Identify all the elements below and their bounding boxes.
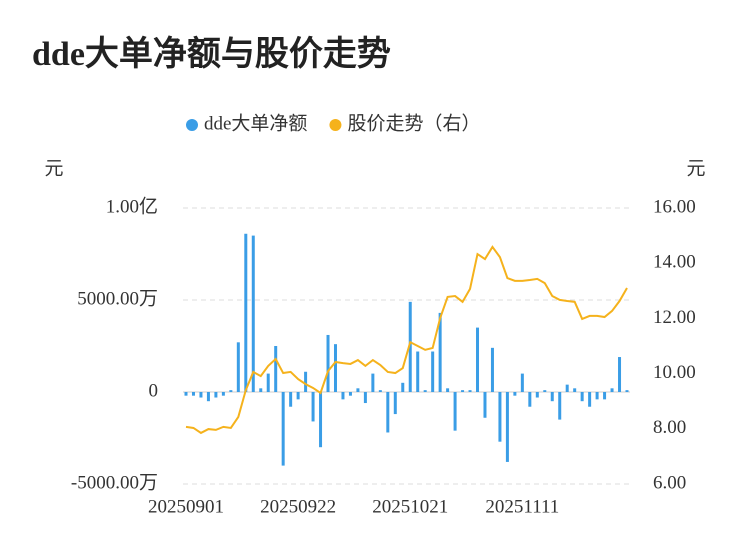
y2-tick-label: 12.00 — [653, 307, 696, 328]
bar — [214, 392, 218, 398]
bar — [416, 351, 420, 392]
legend-marker — [186, 119, 198, 131]
bar — [184, 392, 188, 396]
bar — [251, 235, 255, 392]
y2-tick-label: 10.00 — [653, 362, 696, 383]
y-tick-label: 5000.00万 — [77, 288, 158, 309]
bar — [625, 390, 629, 392]
bar — [476, 327, 480, 392]
bar — [289, 392, 293, 407]
bar — [595, 392, 599, 400]
bar — [236, 342, 240, 392]
bar — [356, 388, 360, 392]
legend-label: dde大单净额 — [204, 112, 307, 134]
bar — [296, 392, 300, 400]
bar — [610, 388, 614, 392]
y2-tick-label: 16.00 — [653, 196, 696, 217]
x-tick-label: 20251111 — [485, 496, 559, 517]
bar — [603, 392, 607, 400]
bar — [363, 392, 367, 404]
legend-label: 股价走势（右） — [347, 112, 480, 134]
x-tick-label: 20250901 — [148, 496, 224, 517]
bar — [371, 373, 375, 392]
bar — [535, 392, 539, 398]
bar — [191, 392, 195, 396]
chart-title: dde大单净额与股价走势 — [32, 35, 391, 73]
bar — [393, 392, 397, 415]
bar — [274, 346, 278, 392]
bar — [453, 392, 457, 431]
bar — [446, 388, 450, 392]
bar — [319, 392, 323, 448]
bar — [558, 392, 562, 420]
bar — [588, 392, 592, 407]
bar — [221, 392, 225, 396]
bar — [259, 388, 263, 392]
bar — [505, 392, 509, 462]
bar — [498, 392, 502, 442]
y2-tick-label: 8.00 — [653, 417, 686, 438]
bar — [326, 334, 330, 392]
bar — [618, 357, 622, 392]
y-tick-label: 1.00亿 — [106, 195, 158, 217]
bar — [229, 390, 233, 392]
y2-axis-unit: 元 — [686, 158, 705, 179]
bar — [461, 390, 465, 392]
bar — [565, 384, 569, 392]
bar — [580, 392, 584, 402]
y2-tick-label: 14.00 — [653, 252, 696, 273]
legend-marker — [329, 119, 342, 131]
bar — [378, 390, 382, 392]
price-line — [185, 245, 628, 435]
bar — [423, 390, 427, 392]
bar — [483, 392, 487, 418]
y-tick-label: 0 — [149, 380, 159, 401]
bar — [468, 390, 472, 392]
bar — [573, 388, 577, 392]
bar — [543, 390, 547, 392]
bar — [386, 392, 390, 433]
bar — [431, 351, 435, 392]
bar — [281, 392, 285, 466]
bar — [438, 312, 442, 392]
bar — [206, 392, 210, 402]
bar — [244, 233, 248, 392]
bar — [341, 392, 345, 400]
bar — [528, 392, 532, 407]
bar — [408, 301, 412, 392]
bar — [199, 392, 203, 398]
y2-tick-label: 6.00 — [653, 472, 686, 493]
bar — [348, 392, 352, 396]
bar — [304, 371, 308, 392]
bar — [266, 373, 270, 392]
bar — [311, 392, 315, 422]
y-tick-label: -5000.00万 — [71, 472, 158, 493]
bar — [333, 344, 337, 392]
bar — [490, 347, 494, 392]
bar — [513, 392, 517, 396]
bar — [401, 382, 405, 392]
y-axis-unit: 元 — [44, 158, 63, 179]
x-tick-label: 20250922 — [260, 496, 336, 517]
bar — [520, 373, 524, 392]
x-tick-label: 20251021 — [372, 496, 448, 517]
bar — [550, 392, 554, 402]
